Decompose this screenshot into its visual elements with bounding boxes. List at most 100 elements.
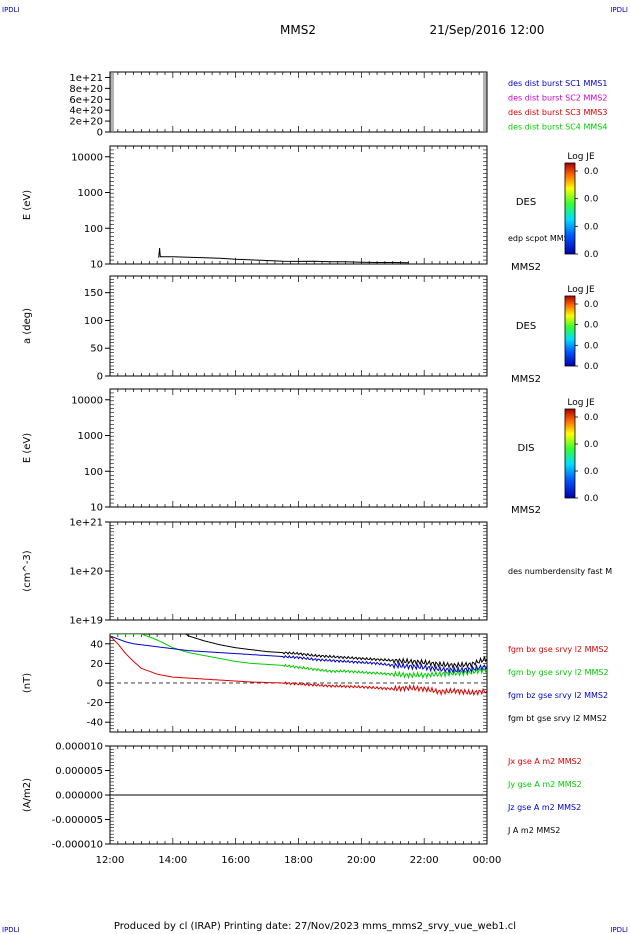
y-axis-label: E (eV): [22, 190, 33, 220]
legend-entry: des numberdensity fast M: [508, 567, 612, 576]
y-tick-label: 8e+20: [69, 84, 103, 95]
y-tick-label: 10: [90, 260, 103, 271]
y-tick-label: 0: [97, 128, 103, 139]
y-tick-label: 1e+19: [69, 616, 103, 627]
y-tick-label: 1e+21: [69, 518, 103, 529]
spectrogram-source: MMS2: [511, 374, 541, 385]
panel-frame: [109, 145, 488, 265]
spectrogram-label: DES: [516, 197, 536, 208]
colorbar-value: 0.0: [584, 341, 599, 351]
y-axis-label: (nT): [22, 673, 33, 693]
colorbar: [564, 162, 576, 255]
y-tick-label: 1000: [78, 188, 103, 199]
y-tick-label: 150: [84, 288, 103, 299]
colorbar-value: 0.0: [584, 321, 599, 331]
panel-frame: [109, 521, 488, 621]
colorbar-value: 0.0: [584, 195, 599, 205]
panel-frame: [109, 388, 488, 508]
legend-entry: fgm bx gse srvy l2 MMS2: [508, 645, 609, 654]
footer-credit: Produced by cl (IRAP) Printing date: 27/…: [114, 921, 516, 932]
x-tick-label: 20:00: [347, 855, 376, 866]
panel-4: 10000 1000 100 10 E (eV) DIS MMS2 Log JE 0.0 0.0 0…: [22, 388, 599, 516]
y-axis-label: a (deg): [22, 308, 33, 344]
panel-frame: [109, 71, 488, 133]
panel-6: 40 20 0 -20 -40 (nT) fgm bx gse srvy l2 MMS2 fg…: [22, 633, 609, 733]
spacecraft-title: MMS2: [280, 23, 316, 37]
panel-3: 150 100 50 0 a (deg) DES MMS2 Log JE 0.0 0.0 0.0 0.…: [22, 275, 599, 385]
series-line-fgm-bx-gse-srvy-l2-MMS2: [110, 635, 487, 697]
y-tick-label: 1e+20: [69, 567, 103, 578]
y-tick-label: 10: [90, 503, 103, 514]
colorbar-value: 0.0: [584, 413, 599, 423]
y-tick-label: 1000: [78, 431, 103, 442]
corner-mark-bottom-left: IPDLI: [2, 926, 20, 934]
colorbar: [564, 408, 576, 499]
y-tick-label: 0.000005: [55, 766, 103, 777]
x-tick-label: 00:00: [473, 855, 502, 866]
panel-2: 10000 1000 100 10 E (eV) DES MMS2 edp scpot MMS…: [22, 145, 599, 273]
legend-entry: fgm by gse srvy l2 MMS2: [508, 668, 609, 677]
colorbar-value: 0.0: [584, 250, 599, 260]
corner-mark-top-left: IPDLI: [2, 6, 20, 14]
series-line-fgm-bt-gse-srvy-l2-MMS2: [185, 634, 487, 670]
legend-entry: Jx gse A m2 MMS2: [507, 757, 582, 766]
x-tick-label: 16:00: [221, 855, 250, 866]
y-tick-label: -0.000005: [52, 815, 103, 826]
colorbar-title: Log JE: [567, 398, 595, 408]
plot-datetime: 21/Sep/2016 12:00: [430, 23, 545, 37]
overlay-legend: edp scpot MMS2: [508, 234, 574, 243]
legend-entry: des dist burst SC3 MMS3: [508, 108, 607, 117]
y-tick-label: 100: [84, 224, 103, 235]
legend-entry: des dist burst SC4 MMS4: [508, 123, 607, 132]
y-tick-label: 50: [90, 344, 103, 355]
legend-entry: des dist burst SC1 MMS1: [508, 79, 607, 88]
spectrogram-label: DIS: [518, 443, 535, 454]
series-line-fgm-by-gse-srvy-l2-MMS2: [110, 634, 487, 680]
y-tick-label: 1e+21: [69, 73, 103, 84]
colorbar-value: 0.0: [584, 494, 599, 504]
y-tick-label: 10000: [71, 152, 103, 163]
legend-entry: Jz gse A m2 MMS2: [507, 803, 581, 812]
legend-entry: J A m2 MMS2: [507, 826, 560, 835]
colorbar: [564, 295, 576, 367]
legend-entry: des dist burst SC2 MMS2: [508, 94, 607, 103]
panel-frame: [109, 275, 488, 377]
colorbar-value: 0.0: [584, 300, 599, 310]
y-tick-label: -0.000010: [52, 840, 103, 851]
panel-5: 1e+21 1e+20 1e+19 (cm^-3) des numberdensity …: [22, 518, 612, 627]
y-tick-label: 10000: [71, 395, 103, 406]
y-tick-label: 100: [84, 316, 103, 327]
x-tick-label: 18:00: [284, 855, 313, 866]
y-tick-label: 4e+20: [69, 106, 103, 117]
y-axis-label: (A/m2): [22, 778, 33, 812]
scpot-series-line: [158, 247, 409, 264]
panel-7: 0.000010 0.000005 0.000000 -0.000005 -0.0000…: [22, 742, 582, 851]
y-tick-label: 0: [97, 679, 103, 690]
colorbar-value: 0.0: [584, 167, 599, 177]
y-tick-label: 0.000000: [55, 791, 103, 802]
corner-mark-top-right: IPDLI: [610, 6, 628, 14]
x-tick-label: 14:00: [158, 855, 187, 866]
colorbar-value: 0.0: [584, 222, 599, 232]
colorbar-title: Log JE: [567, 152, 595, 162]
y-tick-label: -20: [87, 698, 103, 709]
y-tick-label: 2e+20: [69, 117, 103, 128]
spectrogram-source: MMS2: [511, 505, 541, 516]
y-tick-label: 100: [84, 467, 103, 478]
legend-entry: fgm bt gse srvy l2 MMS2: [508, 714, 607, 723]
legend-entry: fgm bz gse srvy l2 MMS2: [508, 691, 608, 700]
y-tick-label: 0: [97, 372, 103, 383]
series-line-fgm-bz-gse-srvy-l2-MMS2: [110, 635, 487, 675]
colorbar-value: 0.0: [584, 440, 599, 450]
colorbar-value: 0.0: [584, 467, 599, 477]
corner-mark-bottom-right: IPDLI: [610, 926, 628, 934]
legend-entry: Jy gse A m2 MMS2: [507, 780, 582, 789]
y-axis-label: (cm^-3): [22, 550, 33, 591]
spectrogram-label: DES: [516, 321, 536, 332]
y-tick-label: -40: [87, 718, 103, 729]
x-tick-label: 12:00: [96, 855, 125, 866]
colorbar-value: 0.0: [584, 362, 599, 372]
